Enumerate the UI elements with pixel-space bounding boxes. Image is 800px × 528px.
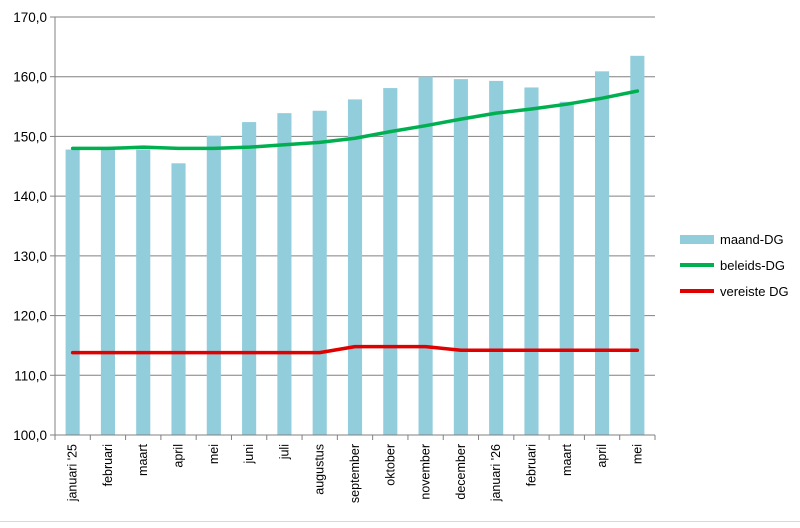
x-tick-labels: januari '25 februari maart april mei juni juli… xyxy=(66,443,645,503)
x-tick-label: augustus xyxy=(313,444,327,495)
x-tick-label: maart xyxy=(560,443,574,475)
bar xyxy=(65,149,80,435)
x-tick-label: september xyxy=(348,444,362,503)
bar xyxy=(347,99,363,436)
y-tick-label: 130,0 xyxy=(13,249,47,264)
legend: maand-DG beleids-DG vereiste DG xyxy=(680,226,789,304)
bar xyxy=(242,122,257,436)
bar xyxy=(136,149,151,435)
legend-item-bar: maand-DG xyxy=(680,226,789,252)
legend-swatch-bar xyxy=(680,234,714,244)
x-tick-label: april xyxy=(595,444,609,468)
y-tick-label: 150,0 xyxy=(13,129,47,144)
x-tick-label: maart xyxy=(136,443,150,475)
legend-swatch-line xyxy=(680,263,714,267)
y-tick-label: 100,0 xyxy=(13,428,47,443)
x-tick-label: november xyxy=(419,444,433,500)
x-tick-label: juli xyxy=(277,444,291,460)
line-series xyxy=(70,89,640,355)
y-tick-label: 110,0 xyxy=(14,368,47,383)
bar xyxy=(277,113,292,435)
legend-item-line-red: vereiste DG xyxy=(680,278,789,304)
bar-series xyxy=(65,55,645,436)
bar xyxy=(383,88,398,435)
legend-item-line-green: beleids-DG xyxy=(680,252,789,278)
series-line-vereiste-dg xyxy=(70,344,640,355)
x-tick-label: mei xyxy=(207,444,221,464)
bar xyxy=(524,87,539,435)
x-tick-label: april xyxy=(172,444,186,468)
footer-rule xyxy=(0,521,800,522)
legend-label: maand-DG xyxy=(720,231,784,247)
x-tick-label: juni xyxy=(242,444,256,464)
y-tick-label: 120,0 xyxy=(13,309,47,324)
bar xyxy=(312,110,327,435)
x-tick-label: januari '25 xyxy=(66,444,80,502)
legend-label: beleids-DG xyxy=(720,257,786,273)
bar xyxy=(418,76,433,435)
bar xyxy=(559,101,574,436)
bar xyxy=(595,71,610,435)
bar xyxy=(489,80,504,435)
y-tick-labels: 100,0 110,0 120,0 130,0 140,0 150,0 160,0 170,0 xyxy=(13,10,47,443)
bar xyxy=(630,55,645,436)
x-tick-label: februari xyxy=(524,444,538,486)
series-line-beleids-dg xyxy=(70,89,640,151)
legend-label: vereiste DG xyxy=(720,283,789,299)
axes xyxy=(50,16,656,440)
x-tick-label: januari '26 xyxy=(489,444,503,502)
x-tick-label: oktober xyxy=(383,444,397,486)
y-tick-label: 170,0 xyxy=(13,10,47,25)
y-tick-label: 140,0 xyxy=(13,189,47,204)
x-tick-label: februari xyxy=(101,444,115,486)
y-tick-label: 160,0 xyxy=(13,70,47,85)
bar xyxy=(453,79,468,436)
bar xyxy=(206,135,221,435)
bar xyxy=(171,163,186,436)
x-tick-label: mei xyxy=(630,444,644,464)
x-tick-label: december xyxy=(454,444,468,500)
legend-swatch-line xyxy=(680,289,714,293)
bar xyxy=(100,148,115,435)
